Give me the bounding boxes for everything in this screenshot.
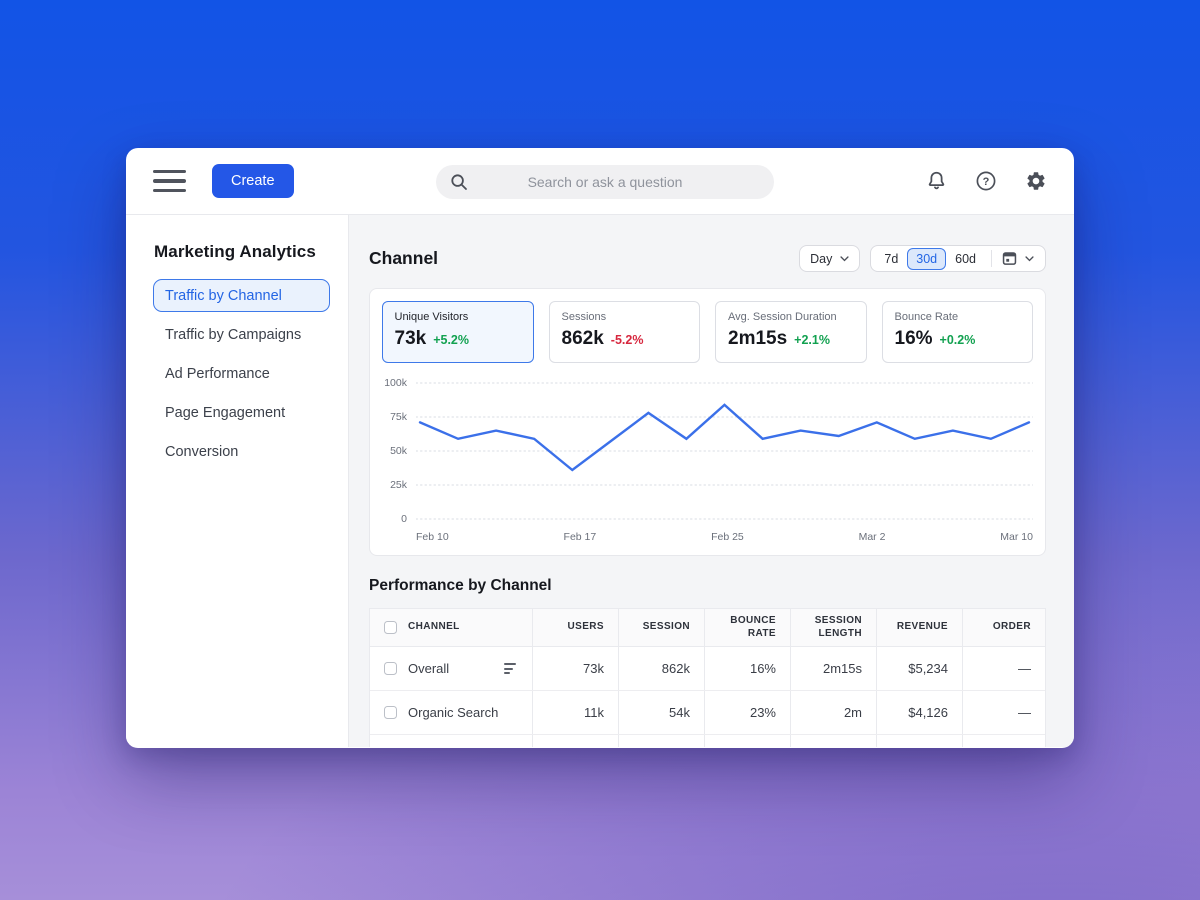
range-30d[interactable]: 30d [907,247,947,270]
channel-name: Overall [408,661,450,676]
column-header: Revenue [877,609,963,646]
cell-revenue: $4,126 [877,691,963,734]
cell-session-length: 2m15s [791,647,877,690]
cell-session-length: 2m [791,691,877,734]
column-header: Session [619,609,705,646]
divider [991,250,992,267]
search-input[interactable] [436,165,774,199]
app-window: Create ? Marketing Analytics [126,148,1074,748]
granularity-select[interactable]: Day [799,245,861,272]
cell-users: 73k [533,647,619,690]
sidebar-item-traffic-by-campaigns[interactable]: Traffic by Campaigns [165,326,302,343]
channel-name: Organic Search [408,705,499,720]
y-tick: 50k [390,445,407,457]
chart-x-axis: Feb 10 Feb 17 Feb 25 Mar 2 Mar 10 [416,531,1033,545]
x-tick: Feb 25 [711,531,744,543]
cell-users: 11k [533,691,619,734]
search-icon [451,174,467,190]
stat-value: 16% [894,328,933,349]
stat-value: 73k [394,327,427,349]
sidebar-item-conversion[interactable]: Conversion [165,443,239,460]
stat-card-sessions[interactable]: Sessions 862k -5.2% [548,301,700,363]
stat-label: Unique Visitors [394,310,469,323]
sidebar-nav: Traffic by Channel Traffic by Campaigns … [153,279,330,468]
topbar: Create ? [126,148,1074,215]
line-chart: 100k 75k 50k 25k 0 [382,377,1033,525]
table-row-overall[interactable]: Overall 73k 862k 16% 2m15s $5,234 — [370,647,1045,691]
settings-button[interactable] [1025,170,1047,192]
row-checkbox[interactable] [384,662,397,675]
create-button[interactable]: Create [212,164,294,198]
stat-label: Avg. Session Duration [728,311,837,323]
sidebar: Marketing Analytics Traffic by Channel T… [126,215,349,747]
y-tick: 0 [401,513,407,525]
stat-delta: +0.2% [939,333,976,347]
bell-icon [928,171,945,190]
y-tick: 100k [384,377,407,389]
cell-order: — [1018,705,1031,720]
table-row[interactable] [370,735,1045,747]
column-header: Channel [408,621,460,633]
sidebar-title: Marketing Analytics [154,242,316,261]
cell-order: — [1018,661,1031,676]
stat-delta: -5.2% [610,333,644,347]
main-content: Channel Day 7d 30d 60d [349,215,1074,747]
cell-session: 54k [619,691,705,734]
section-title: Performance by Channel [369,577,552,594]
chevron-down-icon [840,255,849,261]
range-60d[interactable]: 60d [955,251,976,266]
cell-revenue: $5,234 [877,647,963,690]
column-header: Bounce Rate [705,609,791,646]
range-toggle-group: 7d 30d 60d [870,245,1046,272]
sidebar-item-traffic-by-channel[interactable]: Traffic by Channel [153,279,330,312]
x-tick: Feb 17 [563,531,597,543]
stat-card-unique-visitors[interactable]: Unique Visitors 73k +5.2% [382,301,534,363]
x-tick: Mar 2 [858,531,886,543]
stat-label: Sessions [561,311,607,323]
stat-delta: +5.2% [433,332,469,347]
sidebar-item-ad-performance[interactable]: Ad Performance [165,365,270,382]
x-tick: Feb 10 [416,531,449,543]
svg-text:?: ? [983,176,990,188]
search-bar[interactable] [436,165,774,199]
help-icon: ? [976,171,996,191]
stat-delta: +2.1% [794,333,830,347]
filter-icon[interactable] [504,663,516,674]
chart-card: Unique Visitors 73k +5.2% Sessions 862k -5… [369,288,1046,556]
gear-icon [1027,172,1045,190]
stat-card-avg-session-duration[interactable]: Avg. Session Duration 2m15s +2.1% [715,301,867,363]
stat-card-bounce-rate[interactable]: Bounce Rate 16% +0.2% [881,301,1033,363]
y-tick: 75k [390,411,407,423]
performance-table: Channel Users Session Bounce Rate Sessio… [369,608,1046,747]
x-tick: Mar 10 [1000,531,1033,543]
select-all-checkbox[interactable] [384,621,397,634]
calendar-icon [1002,252,1017,265]
stat-value: 862k [561,328,604,349]
row-checkbox[interactable] [384,706,397,719]
stat-label: Bounce Rate [894,311,959,323]
granularity-value: Day [810,251,833,266]
hamburger-menu-icon[interactable] [153,169,186,193]
column-header: Users [533,609,619,646]
cell-bounce-rate: 23% [705,691,791,734]
chart-plot [416,382,1033,520]
table-row-organic-search[interactable]: Organic Search 11k 54k 23% 2m $4,126 — [370,691,1045,735]
y-tick: 25k [390,479,407,491]
chevron-down-icon [1025,255,1034,261]
page-title: Channel [369,248,439,268]
date-controls: Day 7d 30d 60d [799,245,1046,272]
cell-bounce-rate: 16% [705,647,791,690]
chart-y-axis: 100k 75k 50k 25k 0 [382,377,416,525]
table-header-row: Channel Users Session Bounce Rate Sessio… [370,609,1045,647]
cell-session: 862k [619,647,705,690]
range-7d[interactable]: 7d [884,251,899,266]
help-button[interactable]: ? [975,170,997,192]
notifications-button[interactable] [926,170,947,192]
date-picker-button[interactable] [998,250,1041,267]
column-header: Session Length [791,609,877,646]
column-header: Order [992,621,1031,633]
sidebar-item-page-engagement[interactable]: Page Engagement [165,404,286,421]
stat-value: 2m15s [728,328,788,349]
